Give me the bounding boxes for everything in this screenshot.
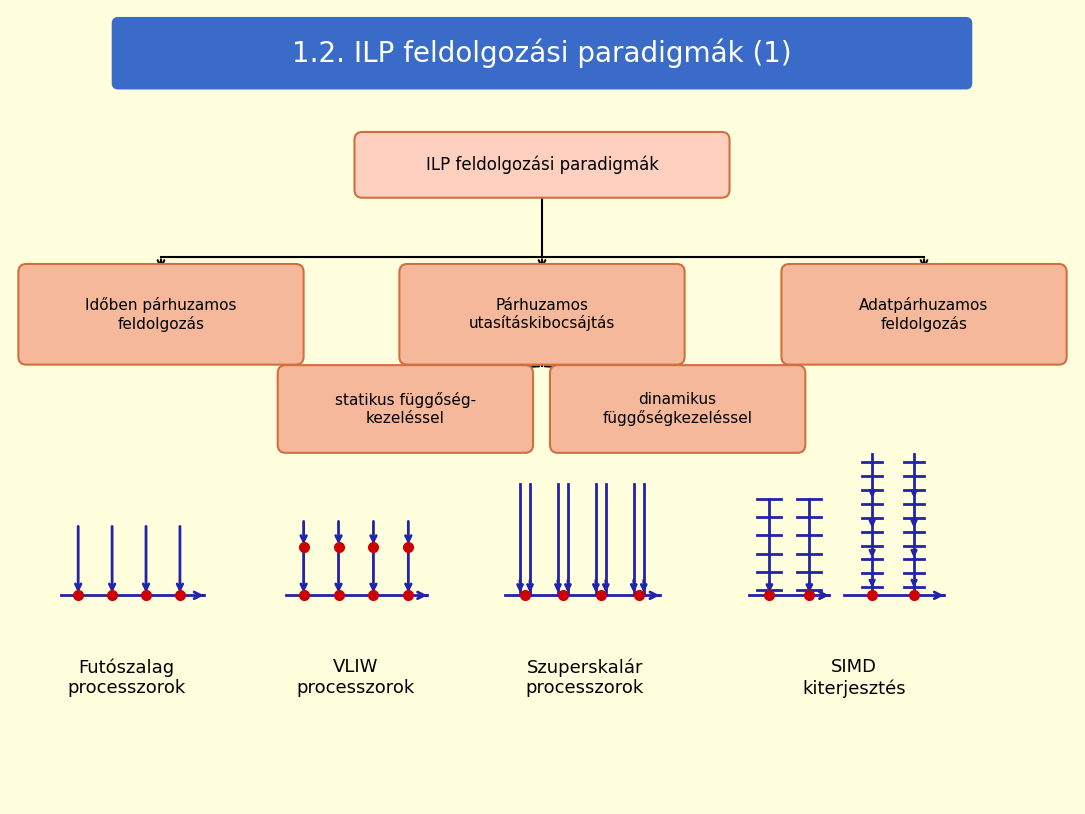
Text: Szuperskalár
processzorok: Szuperskalár processzorok — [526, 659, 644, 698]
Text: 1.2. ILP feldolgozási paradigmák (1): 1.2. ILP feldolgozási paradigmák (1) — [292, 38, 792, 68]
FancyBboxPatch shape — [18, 264, 304, 365]
Text: Adatpárhuzamos
feldolgozás: Adatpárhuzamos feldolgozás — [859, 297, 988, 331]
FancyBboxPatch shape — [355, 132, 729, 198]
FancyBboxPatch shape — [278, 365, 533, 453]
FancyBboxPatch shape — [399, 264, 685, 365]
FancyBboxPatch shape — [113, 19, 971, 88]
FancyBboxPatch shape — [781, 264, 1067, 365]
Text: Párhuzamos
utasításkibocsájtás: Párhuzamos utasításkibocsájtás — [469, 298, 615, 331]
Text: SIMD
kiterjesztés: SIMD kiterjesztés — [803, 659, 906, 698]
Text: Időben párhuzamos
feldolgozás: Időben párhuzamos feldolgozás — [86, 297, 237, 331]
Text: Futószalag
processzorok: Futószalag processzorok — [67, 659, 186, 698]
Text: dinamikus
függőségkezeléssel: dinamikus függőségkezeléssel — [602, 392, 753, 426]
FancyBboxPatch shape — [550, 365, 805, 453]
Text: VLIW
processzorok: VLIW processzorok — [296, 659, 414, 697]
Text: statikus függőség-
kezeléssel: statikus függőség- kezeléssel — [335, 392, 476, 426]
Text: ILP feldolgozási paradigmák: ILP feldolgozási paradigmák — [425, 155, 659, 174]
